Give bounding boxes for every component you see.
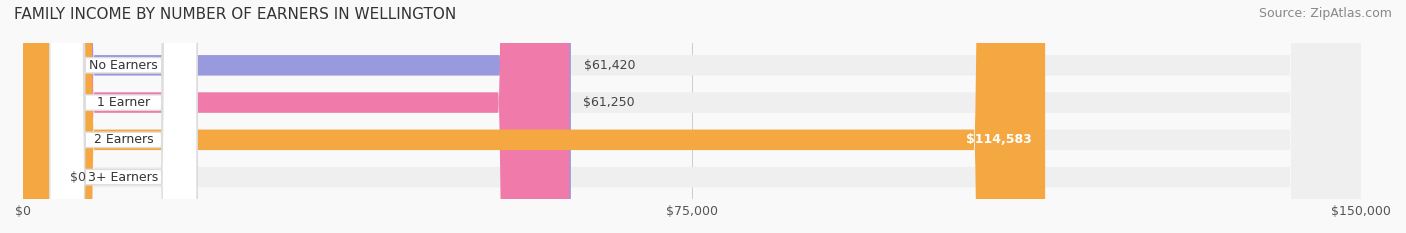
Text: 3+ Earners: 3+ Earners: [89, 171, 159, 184]
FancyBboxPatch shape: [49, 0, 197, 233]
FancyBboxPatch shape: [22, 0, 1045, 233]
FancyBboxPatch shape: [49, 0, 197, 233]
FancyBboxPatch shape: [49, 0, 197, 233]
Text: 2 Earners: 2 Earners: [94, 133, 153, 146]
FancyBboxPatch shape: [49, 0, 197, 233]
FancyBboxPatch shape: [22, 0, 1361, 233]
FancyBboxPatch shape: [22, 0, 1361, 233]
Text: 1 Earner: 1 Earner: [97, 96, 150, 109]
Text: Source: ZipAtlas.com: Source: ZipAtlas.com: [1258, 7, 1392, 20]
FancyBboxPatch shape: [22, 0, 569, 233]
FancyBboxPatch shape: [22, 0, 1361, 233]
FancyBboxPatch shape: [22, 0, 571, 233]
Text: $0: $0: [70, 171, 86, 184]
FancyBboxPatch shape: [22, 0, 1361, 233]
Text: $114,583: $114,583: [966, 133, 1032, 146]
Text: FAMILY INCOME BY NUMBER OF EARNERS IN WELLINGTON: FAMILY INCOME BY NUMBER OF EARNERS IN WE…: [14, 7, 457, 22]
Text: $61,250: $61,250: [582, 96, 634, 109]
Text: $61,420: $61,420: [585, 59, 636, 72]
Text: No Earners: No Earners: [89, 59, 157, 72]
